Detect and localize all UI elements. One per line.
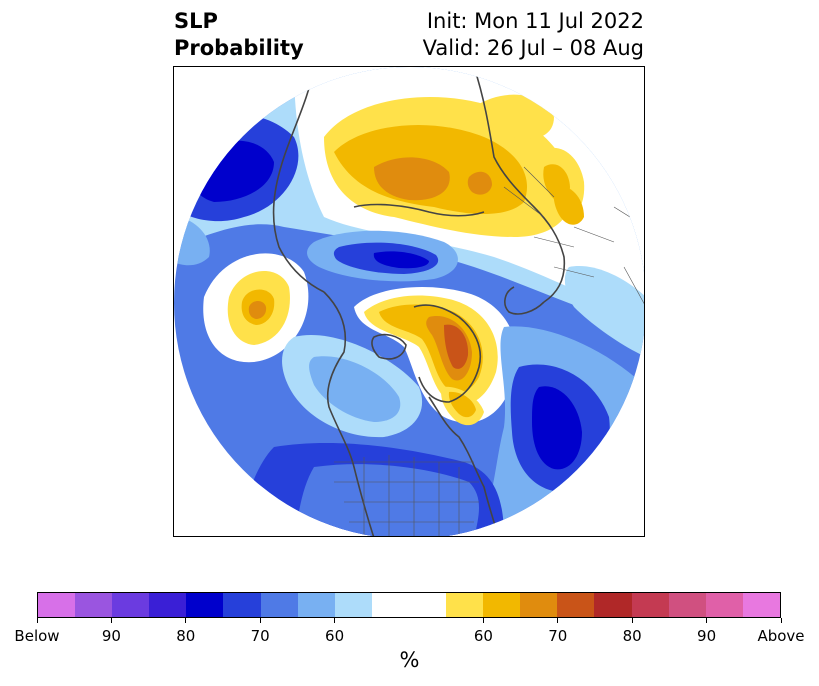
- atlantic-low-core: [532, 386, 582, 470]
- colorbar-tick-mark: [334, 618, 336, 623]
- title-quantity: Probability: [174, 36, 304, 60]
- colorbar-swatch: [297, 593, 335, 617]
- colorbar-tick-label: 70: [548, 627, 568, 645]
- northeast-yellow: [474, 94, 554, 139]
- coast-alaska: [272, 67, 325, 293]
- colorbar-swatch: [483, 593, 521, 617]
- colorbar-tick-label: Below: [14, 627, 60, 645]
- colorbar-tick-label: 90: [697, 627, 717, 645]
- coastlines: [272, 67, 566, 536]
- coast-siberia: [353, 203, 485, 217]
- colorbar-tick-mark: [482, 618, 484, 623]
- colorbar-swatch: [334, 593, 372, 617]
- coast-west-namerica: [323, 291, 375, 536]
- colorbar-tick-label: 60: [325, 627, 345, 645]
- colorbar-swatch: [705, 593, 743, 617]
- colorbar-ticks: Below 90 80 70 60 60 70 80 90 Above: [14, 618, 805, 648]
- colorbar-swatch: [75, 593, 113, 617]
- colorbar-swatch: [742, 593, 780, 617]
- colorbar-tick-label: 90: [101, 627, 121, 645]
- colorbar-tick-mark: [557, 618, 559, 623]
- colorbar-swatch: [408, 593, 447, 617]
- pacific-high-orange: [248, 301, 267, 319]
- colorbar-swatch: [631, 593, 669, 617]
- colorbar-swatch: [149, 593, 187, 617]
- eurasia-orange-spot: [467, 171, 492, 195]
- greenland-high-core: [444, 324, 469, 369]
- colorbar-tick-label: 80: [176, 627, 196, 645]
- init-date: Init: Mon 11 Jul 2022: [426, 9, 644, 33]
- probability-map: [174, 67, 644, 536]
- colorbar-tick-mark: [780, 618, 782, 623]
- colorbar-tick-mark: [36, 618, 38, 623]
- colorbar-swatch: [38, 593, 76, 617]
- us-state-lines-horizontal: [334, 461, 479, 523]
- namerica-midblue: [309, 356, 401, 422]
- coast-eurasia: [473, 67, 566, 303]
- coast-east-namerica: [428, 396, 500, 536]
- eurasia-high-orange: [374, 157, 450, 201]
- colorbar-swatch: [186, 593, 224, 617]
- coast-scandinavia: [504, 286, 545, 315]
- colorbar-swatch: [446, 593, 484, 617]
- colorbar-tick-mark: [185, 618, 187, 623]
- arctic-low-core: [373, 251, 429, 269]
- colorbar-swatch: [112, 593, 150, 617]
- colorbar: [37, 592, 781, 618]
- eurasia-borders: [503, 166, 615, 278]
- colorbar-swatch: [668, 593, 706, 617]
- colorbar-tick-mark: [110, 618, 112, 623]
- map-date-info: Init: Mon 11 Jul 2022 Valid: 26 Jul – 08…: [423, 8, 644, 62]
- colorbar-tick-label: 70: [250, 627, 270, 645]
- fareast-gold-lower: [553, 186, 584, 225]
- title-variable: SLP: [174, 9, 218, 33]
- coast-greenland: [413, 304, 481, 403]
- europe-lightblue: [564, 266, 644, 357]
- newfoundland-gold: [448, 391, 476, 418]
- colorbar-tick-label: 60: [473, 627, 493, 645]
- map-title: SLP Probability: [174, 8, 304, 62]
- colorbar-swatch: [223, 593, 261, 617]
- colorbar-tick-mark: [259, 618, 261, 623]
- coast-arctic-islands: [371, 333, 407, 360]
- valid-range: Valid: 26 Jul – 08 Aug: [422, 36, 644, 60]
- colorbar-swatch: [557, 593, 595, 617]
- colorbar-tick-label: Above: [757, 627, 805, 645]
- colorbar-tick-mark: [631, 618, 633, 623]
- colorbar-tick-label: 80: [622, 627, 642, 645]
- colorbar-tick-mark: [706, 618, 708, 623]
- colorbar-swatch: [520, 593, 558, 617]
- colorbar-unit-label: %: [399, 648, 420, 672]
- conus-midblue: [294, 464, 479, 536]
- colorbar-swatch: [594, 593, 632, 617]
- us-state-lines-vertical: [363, 455, 460, 536]
- colorbar-swatch: [260, 593, 298, 617]
- colorbar-swatch: [371, 593, 409, 617]
- map-panel: [173, 66, 645, 537]
